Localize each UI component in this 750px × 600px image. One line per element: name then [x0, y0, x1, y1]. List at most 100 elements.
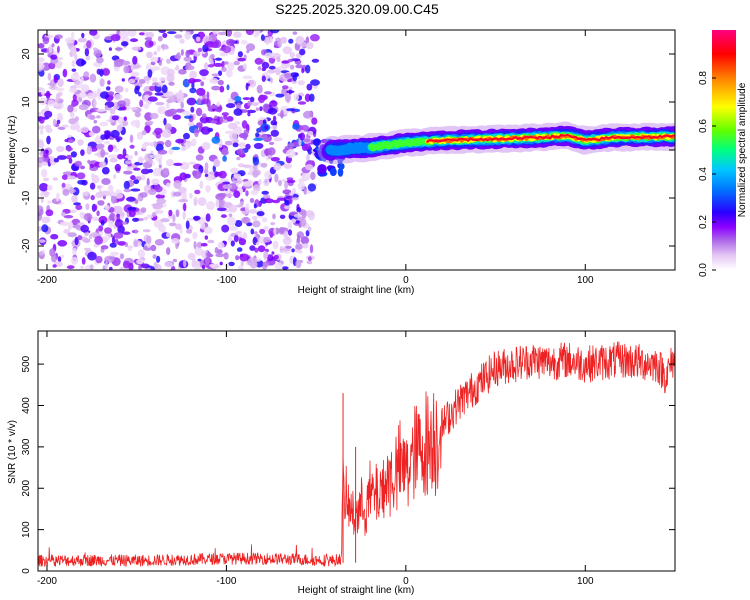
- noise-blob: [172, 214, 176, 223]
- noise-blob: [80, 265, 84, 270]
- noise-blob: [158, 30, 166, 34]
- noise-blob: [311, 117, 318, 125]
- noise-blob: [117, 241, 127, 246]
- noise-blob: [161, 129, 172, 138]
- noise-blob: [293, 213, 301, 218]
- noise-blob: [154, 239, 165, 246]
- spectrogram-y-tick-label: -10: [21, 190, 32, 205]
- noise-blob: [212, 30, 220, 35]
- noise-blob: [269, 77, 273, 84]
- noise-blob: [214, 247, 219, 254]
- noise-blob: [129, 144, 135, 149]
- noise-blob: [221, 224, 230, 233]
- noise-blob: [282, 189, 292, 195]
- noise-blob: [288, 38, 294, 44]
- noise-blob: [65, 37, 75, 44]
- noise-blob: [99, 121, 109, 127]
- noise-blob: [102, 68, 110, 76]
- noise-blob: [133, 240, 138, 248]
- noise-blob: [53, 75, 58, 84]
- noise-blob: [252, 156, 260, 166]
- noise-blob: [226, 216, 237, 226]
- noise-blob: [111, 192, 118, 197]
- noise-blob: [72, 247, 78, 255]
- noise-blob: [245, 190, 249, 197]
- noise-blob: [272, 213, 276, 220]
- noise-blob: [152, 82, 159, 86]
- noise-blob: [250, 189, 259, 196]
- noise-blob: [41, 224, 49, 233]
- noise-blob: [143, 103, 150, 110]
- noise-blob: [263, 236, 271, 243]
- noise-blob: [310, 34, 320, 42]
- noise-blob: [164, 261, 174, 268]
- noise-blob: [264, 125, 269, 130]
- noise-blob: [210, 104, 218, 109]
- noise-blob: [114, 59, 124, 67]
- noise-blob: [122, 260, 131, 269]
- noise-blob: [174, 54, 181, 60]
- snr-x-tick-label: 0: [403, 576, 409, 587]
- noise-blob: [270, 222, 276, 226]
- noise-blob: [225, 69, 233, 78]
- noise-blob: [72, 94, 77, 102]
- noise-blob: [217, 31, 227, 36]
- noise-blob: [230, 167, 240, 174]
- noise-blob: [66, 145, 72, 152]
- noise-blob: [253, 203, 257, 209]
- noise-blob: [204, 162, 209, 171]
- spectrogram-y-tick-label: 20: [21, 48, 32, 60]
- noise-blob: [261, 217, 268, 223]
- noise-blob: [56, 192, 60, 200]
- noise-blob: [200, 81, 205, 87]
- noise-blob: [62, 68, 68, 78]
- noise-blob: [289, 192, 294, 196]
- noise-blob: [307, 130, 314, 136]
- noise-blob: [311, 58, 320, 63]
- noise-blob: [229, 132, 238, 141]
- noise-blob: [151, 212, 157, 217]
- noise-blob: [146, 178, 150, 187]
- noise-blob: [171, 238, 180, 244]
- noise-blob: [73, 202, 81, 206]
- noise-blob: [172, 114, 181, 120]
- noise-blob: [273, 137, 283, 142]
- noise-blob: [189, 60, 196, 64]
- noise-blob: [85, 55, 91, 61]
- noise-blob: [89, 182, 96, 190]
- noise-blob: [218, 170, 227, 179]
- noise-blob: [96, 115, 101, 119]
- noise-blob: [90, 195, 95, 201]
- noise-blob: [168, 147, 174, 155]
- noise-blob: [305, 210, 315, 218]
- noise-blob: [214, 115, 218, 120]
- noise-blob: [43, 177, 50, 182]
- noise-blob: [257, 245, 266, 253]
- noise-blob: [41, 161, 48, 166]
- noise-blob: [89, 30, 98, 36]
- noise-blob: [158, 61, 163, 66]
- noise-blob: [141, 130, 147, 136]
- noise-blob: [201, 98, 209, 105]
- noise-blob: [175, 138, 185, 144]
- noise-blob: [162, 32, 168, 39]
- snr-x-tick-label: -200: [37, 576, 57, 587]
- noise-blob: [134, 111, 141, 118]
- noise-blob: [287, 143, 295, 148]
- noise-blob: [272, 199, 280, 204]
- noise-blob: [130, 107, 138, 111]
- noise-blob: [57, 240, 68, 247]
- noise-blob: [148, 41, 154, 47]
- noise-blob: [93, 120, 98, 124]
- noise-blob: [85, 203, 90, 211]
- noise-blob: [305, 42, 314, 50]
- noise-blob: [303, 186, 307, 195]
- noise-blob: [39, 182, 49, 192]
- colorbar: 0.0 0.2 0.4 0.6 0.8 Normalized spectral ampl…: [698, 30, 748, 277]
- noise-blob: [129, 38, 139, 43]
- noise-blob: [62, 124, 69, 128]
- noise-blob: [166, 232, 171, 238]
- noise-blob: [38, 239, 46, 243]
- noise-blob: [164, 123, 172, 131]
- noise-blob: [222, 184, 233, 190]
